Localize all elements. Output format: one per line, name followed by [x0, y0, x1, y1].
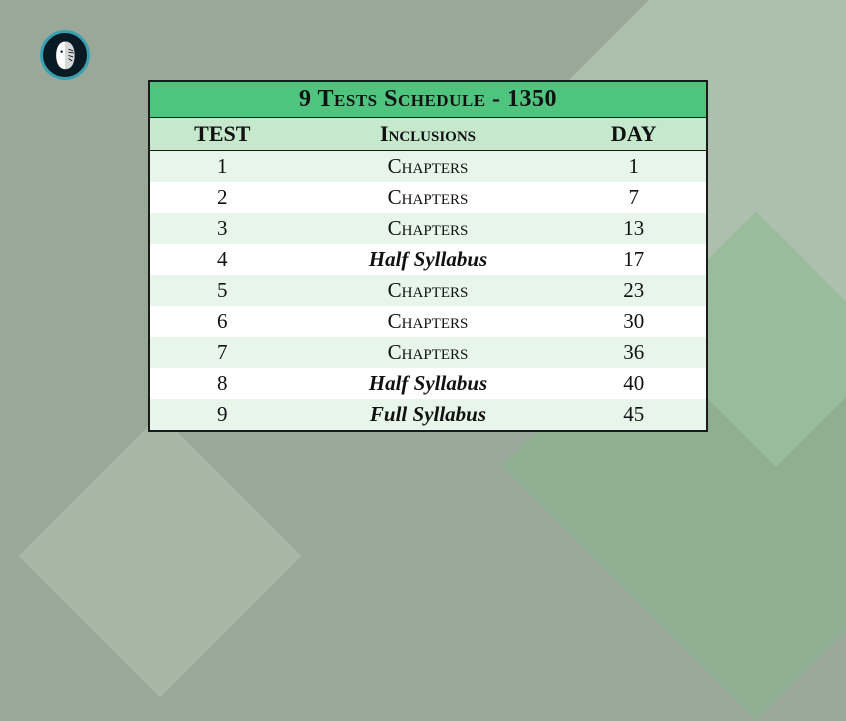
- cell-day: 23: [561, 275, 706, 306]
- cell-day: 36: [561, 337, 706, 368]
- cell-inclusions: Chapters: [295, 306, 562, 337]
- cell-test: 9: [150, 399, 295, 430]
- table-row: 6Chapters30: [150, 306, 706, 337]
- cell-test: 6: [150, 306, 295, 337]
- cell-inclusions: Chapters: [295, 151, 562, 182]
- cell-day: 7: [561, 182, 706, 213]
- table-row: 5Chapters23: [150, 275, 706, 306]
- cell-inclusions: Half Syllabus: [295, 368, 562, 399]
- table-body: 1Chapters12Chapters73Chapters134Half Syl…: [150, 151, 706, 430]
- header-test: TEST: [150, 118, 295, 150]
- cell-test: 7: [150, 337, 295, 368]
- cell-test: 8: [150, 368, 295, 399]
- cell-day: 13: [561, 213, 706, 244]
- cell-test: 5: [150, 275, 295, 306]
- table-header-row: TEST Inclusions DAY: [150, 118, 706, 151]
- schedule-table: 9 Tests Schedule - 1350 TEST Inclusions …: [148, 80, 708, 432]
- cell-test: 4: [150, 244, 295, 275]
- cell-inclusions: Chapters: [295, 337, 562, 368]
- cell-day: 17: [561, 244, 706, 275]
- header-day: DAY: [561, 118, 706, 150]
- table-row: 9Full Syllabus45: [150, 399, 706, 430]
- bg-diamond-shape: [19, 415, 302, 698]
- cell-inclusions: Chapters: [295, 182, 562, 213]
- table-row: 8Half Syllabus40: [150, 368, 706, 399]
- cell-test: 2: [150, 182, 295, 213]
- brand-logo-icon: [40, 30, 90, 80]
- table-row: 2Chapters7: [150, 182, 706, 213]
- header-inclusions: Inclusions: [295, 118, 562, 150]
- cell-inclusions: Full Syllabus: [295, 399, 562, 430]
- cell-inclusions: Half Syllabus: [295, 244, 562, 275]
- cell-day: 30: [561, 306, 706, 337]
- table-row: 3Chapters13: [150, 213, 706, 244]
- table-row: 1Chapters1: [150, 151, 706, 182]
- cell-day: 1: [561, 151, 706, 182]
- table-row: 7Chapters36: [150, 337, 706, 368]
- cell-inclusions: Chapters: [295, 275, 562, 306]
- cell-day: 40: [561, 368, 706, 399]
- cell-test: 3: [150, 213, 295, 244]
- cell-day: 45: [561, 399, 706, 430]
- table-title: 9 Tests Schedule - 1350: [150, 82, 706, 118]
- table-row: 4Half Syllabus17: [150, 244, 706, 275]
- cell-test: 1: [150, 151, 295, 182]
- cell-inclusions: Chapters: [295, 213, 562, 244]
